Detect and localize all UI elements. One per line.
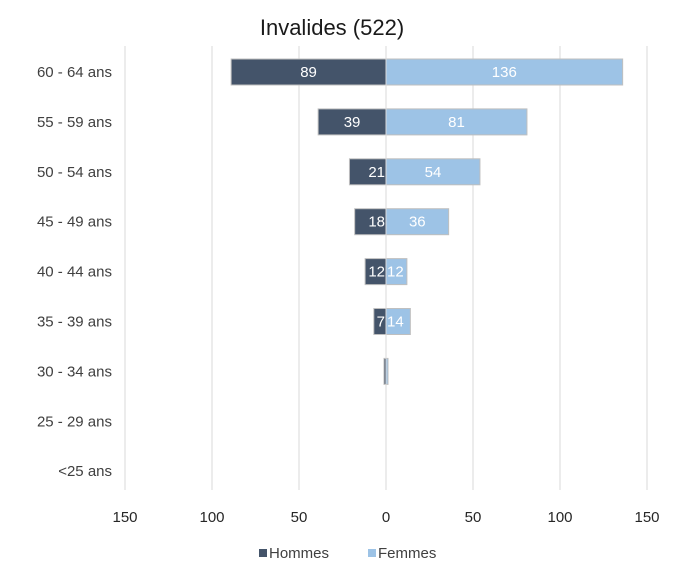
bar-femmes	[385, 58, 624, 86]
data-label-hommes: 21	[368, 164, 385, 181]
chart-title: Invalides (522)	[260, 15, 404, 40]
data-label-femmes: 54	[425, 164, 442, 181]
data-label-femmes: 14	[387, 314, 404, 331]
category-label: <25 ans	[58, 463, 112, 480]
x-tick-label: 150	[634, 509, 659, 526]
category-label: 50 - 54 ans	[37, 164, 112, 181]
x-tick-label: 50	[465, 509, 482, 526]
bar-hommes	[230, 58, 387, 86]
category-label: 60 - 64 ans	[37, 64, 112, 81]
legend: Hommes Femmes	[259, 545, 436, 562]
data-label-hommes: 39	[344, 114, 361, 131]
bar-femmes	[385, 158, 481, 186]
data-label-femmes: 81	[448, 114, 465, 131]
bar-femmes	[385, 208, 450, 236]
x-tick-label: 100	[199, 509, 224, 526]
legend-swatch-femmes	[368, 549, 376, 557]
legend-swatch-hommes	[259, 549, 267, 557]
category-labels: 60 - 64 ans 55 - 59 ans 50 - 54 ans 45 - 49…	[37, 64, 112, 480]
data-label-hommes: 89	[300, 64, 317, 81]
category-label: 35 - 39 ans	[37, 314, 112, 331]
category-label: 30 - 34 ans	[37, 363, 112, 380]
category-label: 45 - 49 ans	[37, 214, 112, 231]
bar-hommes	[348, 158, 387, 186]
data-label-hommes: 12	[368, 264, 385, 281]
data-label-femmes: 12	[387, 264, 404, 281]
x-tick-label: 150	[112, 509, 137, 526]
data-label-hommes: 18	[368, 214, 385, 231]
data-label-hommes: 7	[377, 314, 385, 331]
category-label: 40 - 44 ans	[37, 264, 112, 281]
x-tick-label: 50	[291, 509, 308, 526]
category-label: 55 - 59 ans	[37, 114, 112, 131]
data-label-femmes: 36	[409, 214, 426, 231]
legend-label-hommes: Hommes	[269, 545, 329, 562]
data-label-femmes: 136	[492, 64, 517, 81]
x-axis-ticks: 150 100 50 0 50 100 150	[112, 509, 659, 526]
x-tick-label: 100	[547, 509, 572, 526]
category-label: 25 - 29 ans	[37, 413, 112, 430]
bars: 89 136 39 81 21 54 18 36 12 12 7 14	[230, 46, 624, 490]
legend-label-femmes: Femmes	[378, 545, 436, 562]
bar-hommes	[317, 108, 387, 136]
x-tick-label: 0	[382, 509, 390, 526]
